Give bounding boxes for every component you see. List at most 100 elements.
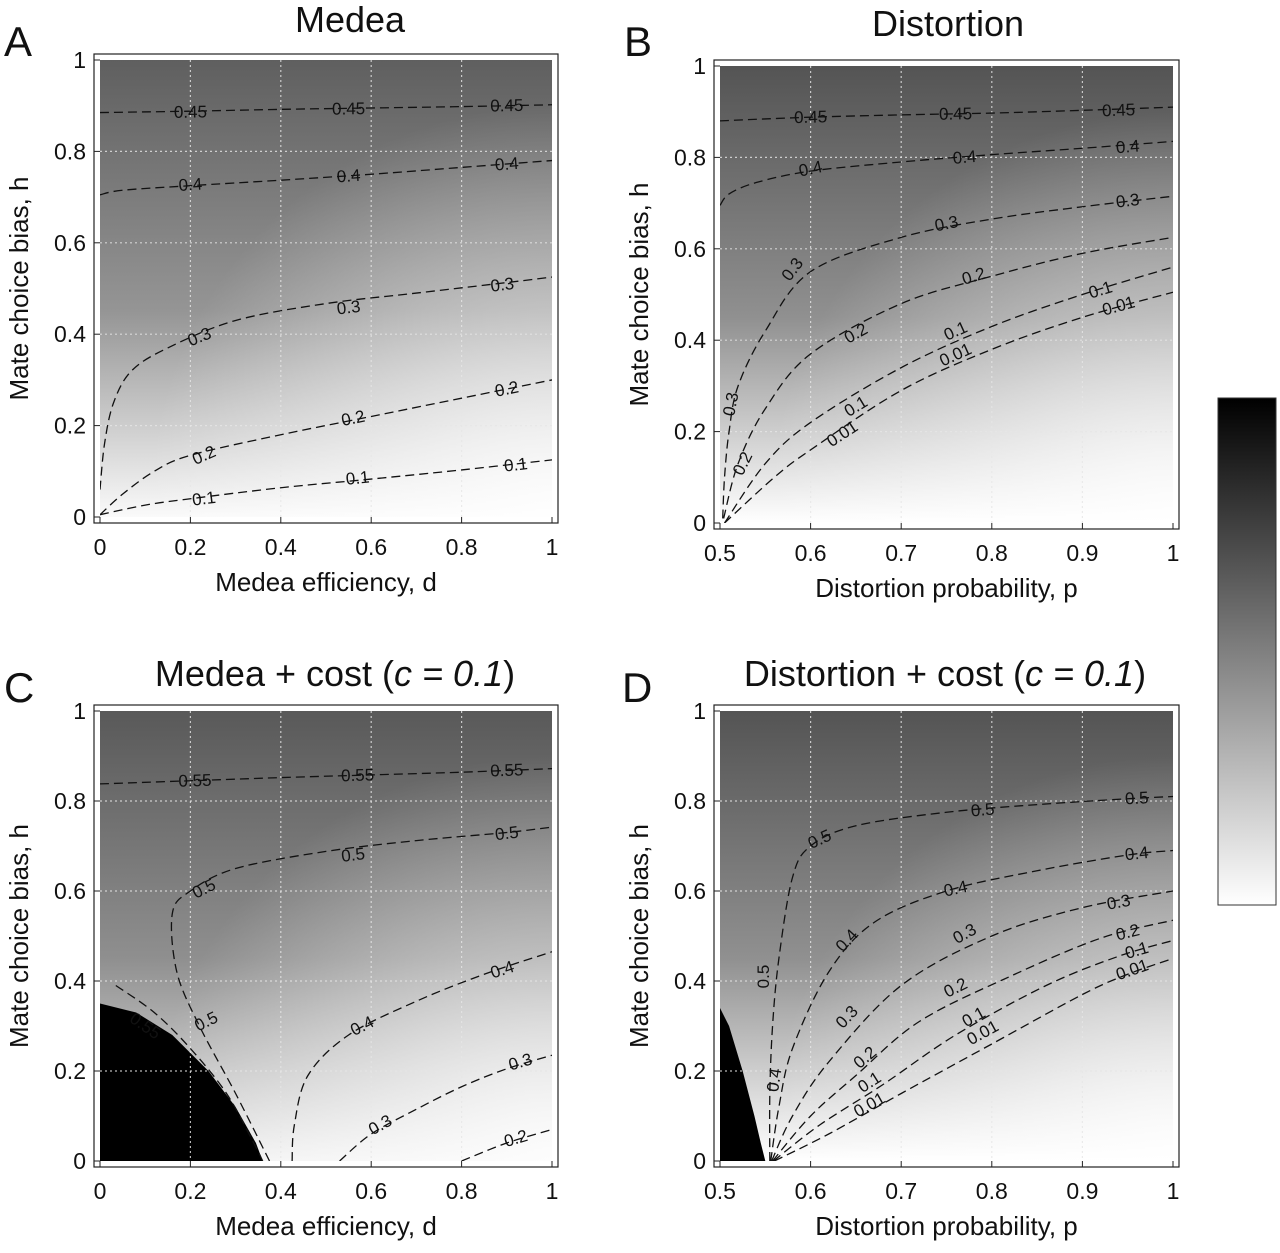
panel-letter: A bbox=[4, 18, 32, 65]
panel-letter: C bbox=[4, 664, 34, 711]
panel-a: 0.45 0.45 0.450.4 0.40.40.30.30.30.20.20.20… bbox=[4, 0, 559, 597]
panel-title: Medea + cost (c = 0.1) bbox=[155, 653, 515, 694]
heatmap-highlight bbox=[720, 66, 1173, 523]
colorbar-gradient bbox=[1217, 397, 1277, 906]
contour-label: 0.5 bbox=[754, 965, 773, 989]
y-axis-label: Mate choice bias, h bbox=[4, 176, 34, 400]
contour-line-0.4 bbox=[770, 849, 1173, 1161]
y-tick-label: 0.4 bbox=[674, 968, 706, 994]
contour-label: 0.4 bbox=[952, 147, 977, 168]
x-tick-label: 0.4 bbox=[265, 1178, 297, 1204]
panel-title: Medea bbox=[295, 0, 406, 40]
contour-line-0.45 bbox=[720, 106, 1173, 122]
black-region bbox=[720, 1008, 766, 1161]
contour-line-0.4 bbox=[100, 159, 552, 196]
y-tick-label: 0.2 bbox=[54, 413, 86, 439]
y-tick-label: 0.4 bbox=[674, 327, 706, 353]
contour-label: 0.3 bbox=[1105, 891, 1132, 914]
x-tick-label: 0.9 bbox=[1066, 1178, 1098, 1204]
contour-label: 0.4 bbox=[763, 1067, 785, 1093]
y-axis-label: Mate choice bias, h bbox=[4, 824, 34, 1048]
x-tick-label: 0.7 bbox=[885, 1178, 917, 1204]
y-tick-label: 0.2 bbox=[674, 1058, 706, 1084]
black-region bbox=[100, 1003, 263, 1161]
contour-label: 0.1 bbox=[503, 454, 529, 475]
x-tick-label: 0.2 bbox=[174, 1178, 206, 1204]
contour-label: 0.1 bbox=[191, 488, 217, 510]
contour-label: 0.3 bbox=[336, 297, 362, 319]
x-tick-label: 1 bbox=[546, 1178, 559, 1204]
contour-label: 0.45 bbox=[174, 102, 207, 121]
plot-frame bbox=[93, 704, 559, 1168]
contour-label: 0.55 bbox=[178, 771, 212, 791]
contour-label: 0.4 bbox=[942, 877, 969, 901]
plot-frame bbox=[713, 59, 1180, 530]
panel-title: Distortion bbox=[872, 3, 1024, 44]
contour-line-0.1 bbox=[723, 266, 1173, 523]
x-axis-label: Distortion probability, p bbox=[815, 1211, 1078, 1241]
contour-label: 0.5 bbox=[340, 844, 366, 866]
contour-line-0.4 bbox=[291, 951, 552, 1161]
contour-line-0.3 bbox=[771, 890, 1173, 1161]
contour-label: 0.45 bbox=[1102, 100, 1136, 120]
panel-letter: D bbox=[622, 664, 652, 711]
y-axis-label: Mate choice bias, h bbox=[624, 182, 654, 406]
contour-label: 0.4 bbox=[494, 154, 519, 175]
contour-label: 0.1 bbox=[345, 468, 370, 489]
contour-label: 0.45 bbox=[490, 96, 523, 116]
x-tick-label: 0.6 bbox=[355, 1178, 387, 1204]
panel-c: 0.55 0.55 0.550.50.50.50.50.55 0.40.40.30.3… bbox=[4, 653, 559, 1241]
contour-label: 0.3 bbox=[489, 274, 515, 296]
panel-d: 0.50.50.50.50.40.40.40.40.30.30.30.20.20… bbox=[622, 653, 1180, 1241]
contour-line-0.55 bbox=[115, 984, 264, 1161]
y-tick-label: 0.6 bbox=[674, 878, 706, 904]
contour-line-0.2 bbox=[100, 379, 552, 516]
contour-label: 0.4 bbox=[178, 174, 203, 195]
y-tick-label: 1 bbox=[693, 53, 706, 79]
y-tick-label: 0.8 bbox=[674, 788, 706, 814]
x-tick-label: 1 bbox=[1167, 540, 1180, 566]
x-tick-label: 0.2 bbox=[174, 534, 206, 560]
x-tick-label: 0.6 bbox=[795, 1178, 827, 1204]
contour-line-0.1 bbox=[773, 939, 1173, 1161]
contour-label: 0.3 bbox=[1115, 190, 1141, 212]
x-tick-label: 0.8 bbox=[976, 1178, 1008, 1204]
y-tick-label: 0 bbox=[693, 510, 706, 536]
y-tick-label: 0 bbox=[693, 1148, 706, 1174]
contour-line-0.45 bbox=[100, 104, 552, 114]
y-tick-label: 0.8 bbox=[54, 138, 86, 164]
heatmap-highlight bbox=[720, 711, 1173, 1161]
contour-line-0.3 bbox=[100, 276, 552, 490]
plot-frame bbox=[93, 53, 559, 524]
y-tick-label: 0 bbox=[73, 504, 86, 530]
x-tick-label: 0 bbox=[94, 1178, 107, 1204]
contour-label: 0.55 bbox=[341, 765, 375, 785]
y-tick-label: 0.6 bbox=[674, 236, 706, 262]
panel-b: 0.45 0.45 0.450.4 0.40.40.30.30.30.30.20.20… bbox=[624, 3, 1180, 603]
contour-label: 0.3 bbox=[933, 212, 960, 235]
y-tick-label: 1 bbox=[73, 47, 86, 73]
contour-line-0.2 bbox=[722, 236, 1173, 519]
contour-line-0.5 bbox=[170, 826, 552, 1161]
y-tick-label: 0.6 bbox=[54, 230, 86, 256]
contour-line-0.3 bbox=[722, 195, 1173, 519]
contour-label: 0.45 bbox=[332, 99, 365, 118]
y-tick-label: 0.4 bbox=[54, 321, 86, 347]
contour-label: 0.5 bbox=[1124, 788, 1149, 808]
y-axis-label: Mate choice bias, h bbox=[624, 824, 654, 1048]
y-tick-label: 0.8 bbox=[54, 788, 86, 814]
x-tick-label: 0.5 bbox=[704, 1178, 736, 1204]
x-tick-label: 0 bbox=[94, 534, 107, 560]
heatmap-highlight bbox=[100, 60, 552, 517]
contour-line-0.2 bbox=[772, 919, 1173, 1161]
x-tick-label: 1 bbox=[546, 534, 559, 560]
contour-line-0.5 bbox=[768, 795, 1173, 1161]
plot-frame bbox=[713, 704, 1180, 1168]
contour-line-0.55 bbox=[100, 767, 552, 785]
contour-label: 0.5 bbox=[970, 800, 995, 821]
y-tick-label: 1 bbox=[73, 698, 86, 724]
x-tick-label: 0.5 bbox=[704, 540, 736, 566]
contour-label: 0.45 bbox=[939, 104, 972, 124]
contour-label: 0.2 bbox=[340, 407, 367, 430]
